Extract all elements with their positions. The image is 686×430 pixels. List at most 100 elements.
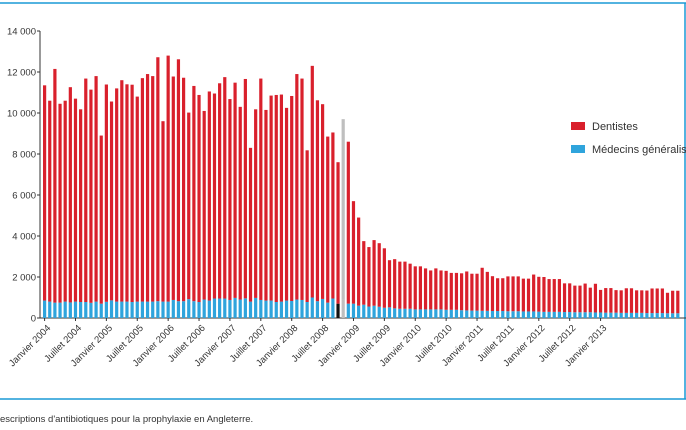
bar-dentistes [629,288,634,313]
bar-medecins-generalistes [583,312,587,318]
bar-medecins-generalistes [624,312,628,318]
bar-medecins-generalistes [578,312,582,318]
bar-dentistes [171,76,175,300]
bar-dentistes [202,110,206,300]
bar-medecins-generalistes [223,298,227,318]
y-axis-ticks: 0 2 000 4 000 6 000 8 000 10 000 12 000 14 000 [7,27,40,325]
bar-dentistes [248,147,253,302]
bar-medecins-generalistes [63,301,67,318]
bar-medecins-generalistes [423,309,428,318]
bar-medecins-generalistes [444,309,448,318]
bar-dentistes [367,247,371,307]
bar-medecins-generalistes [511,311,515,318]
bar-medecins-generalistes [115,301,119,318]
bar-dentistes [444,270,448,310]
bar-medecins-generalistes [351,303,356,318]
bar-medecins-generalistes [413,309,417,318]
bar-medecins-generalistes [619,312,623,318]
bar-medecins-generalistes [176,301,181,318]
bar-medecins-generalistes [341,299,345,318]
bar-medecins-generalistes [68,302,72,318]
bar-dentistes [635,290,639,313]
bar-dentistes [161,121,165,302]
bar-medecins-generalistes [475,310,479,318]
bar-medecins-generalistes [43,300,47,318]
bar-medecins-generalistes [243,298,247,318]
bar-medecins-generalistes [248,301,253,318]
bar-dentistes [598,289,603,313]
bar-dentistes [470,273,474,311]
y-tick-label: 12 000 [7,68,36,79]
bar-dentistes [84,78,88,303]
bar-dentistes [115,88,119,302]
bar-dentistes [521,278,525,312]
bar-dentistes [300,78,304,300]
bar-dentistes [501,278,505,312]
bar-medecins-generalistes [459,310,464,318]
bar-medecins-generalistes [264,300,268,318]
bar-medecins-generalistes [367,306,371,318]
bar-dentistes [506,276,510,312]
bar-dentistes [223,77,227,299]
bar-medecins-generalistes [387,307,392,318]
bar-dentistes [609,288,613,313]
bar-dentistes [166,55,170,302]
bar-dentistes [94,76,98,302]
bar-medecins-generalistes [135,301,139,318]
bar-medecins-generalistes [547,311,551,318]
bar-medecins-generalistes [89,302,93,318]
y-tick-label: 14 000 [7,27,36,38]
bar-medecins-generalistes [465,310,469,318]
bar-medecins-generalistes [207,300,211,318]
bar-dentistes [259,78,263,300]
figure-caption: escriptions d'antibiotiques pour la prop… [0,414,254,425]
bar-dentistes [665,292,670,314]
bar-dentistes [454,272,459,310]
bar-medecins-generalistes [408,308,412,318]
bar-medecins-generalistes [254,297,258,318]
bar-medecins-generalistes [284,300,289,318]
bar-medecins-generalistes [346,303,350,318]
bar-medecins-generalistes [377,306,381,318]
bar-medecins-generalistes [676,313,680,318]
bar-medecins-generalistes [640,312,644,318]
bar-medecins-generalistes [290,300,294,318]
bar-dentistes [418,266,423,310]
bar-medecins-generalistes [48,301,52,318]
bar-dentistes [557,279,561,312]
bar-dentistes [310,65,314,298]
bar-dentistes [238,106,242,300]
bar-dentistes [125,84,129,302]
bar-dentistes [331,132,335,299]
y-tick-label: 0 [31,314,36,325]
y-tick-label: 2 000 [12,273,36,284]
bar-dentistes [254,109,258,298]
bar-dentistes [63,100,67,302]
bar-dentistes [480,267,484,311]
bar-dentistes [233,82,237,298]
bar-dentistes [459,273,464,311]
bar-dentistes [676,290,680,314]
bar-dentistes [362,241,366,305]
bar-dentistes [305,150,309,303]
bar-medecins-generalistes [429,309,433,318]
bar-dentistes [326,136,330,303]
bar-dentistes [43,85,47,301]
bar-dentistes [89,89,93,303]
bar-medecins-generalistes [532,311,536,318]
y-tick-label: 4 000 [12,232,36,243]
bar-medecins-generalistes [53,302,57,318]
bar-dentistes [449,272,453,310]
bar-medecins-generalistes [73,301,78,318]
bar-dentistes [403,261,407,309]
bar-medecins-generalistes [552,311,556,318]
bar-medecins-generalistes [310,297,314,318]
bar-dentistes [351,201,356,304]
bar-medecins-generalistes [635,312,639,318]
bar-dentistes [357,217,361,306]
y-tick-label: 8 000 [12,150,36,161]
bar-dentistes [264,109,268,301]
bar-dentistes [578,285,582,313]
